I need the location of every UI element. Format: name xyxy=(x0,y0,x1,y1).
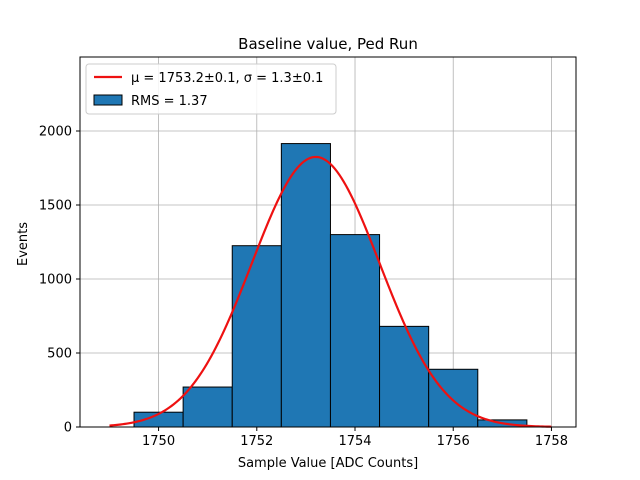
y-tick-label: 0 xyxy=(64,421,72,436)
legend-rms-swatch xyxy=(93,94,123,106)
x-axis-label: Sample Value [ADC Counts] xyxy=(238,456,418,471)
legend-rms-label: RMS = 1.37 xyxy=(131,94,208,109)
y-tick-label: 2000 xyxy=(39,125,72,140)
histogram-bar xyxy=(329,234,381,428)
histogram-bar xyxy=(428,368,479,428)
y-tick-label: 500 xyxy=(47,347,72,362)
y-axis-label: Events xyxy=(16,222,31,266)
legend-fit-label: μ = 1753.2±0.1, σ = 1.3±0.1 xyxy=(131,71,323,86)
histogram-bar xyxy=(182,386,233,428)
y-tick-label: 1000 xyxy=(39,273,72,288)
x-tick-label: 1754 xyxy=(338,434,371,449)
y-axis-ticks: 0 500 1000 1500 2000 xyxy=(39,125,80,436)
histogram-bar xyxy=(280,143,331,428)
y-tick-label: 1500 xyxy=(39,199,72,214)
x-tick-label: 1756 xyxy=(437,434,470,449)
x-axis-ticks: 1750 1752 1754 1756 1758 xyxy=(142,427,568,449)
legend-box xyxy=(85,63,337,115)
x-tick-label: 1758 xyxy=(535,434,568,449)
histogram-bar xyxy=(379,325,430,428)
legend: μ = 1753.2±0.1, σ = 1.3±0.1 RMS = 1.37 xyxy=(85,63,337,115)
chart-title: Baseline value, Ped Run xyxy=(238,35,418,53)
histogram-bars xyxy=(84,143,528,428)
x-tick-label: 1750 xyxy=(142,434,175,449)
histogram-bar xyxy=(231,245,282,428)
gaussian-fit-curve xyxy=(109,155,552,428)
x-tick-label: 1752 xyxy=(240,434,273,449)
plot-frame xyxy=(79,56,577,428)
